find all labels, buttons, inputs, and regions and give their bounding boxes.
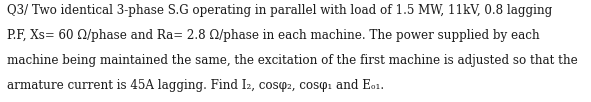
Text: P.F, Xs= 60 Ω/phase and Ra= 2.8 Ω/phase in each machine. The power supplied by e: P.F, Xs= 60 Ω/phase and Ra= 2.8 Ω/phase …: [7, 29, 540, 42]
Text: Q3/ Two identical 3-phase S.G operating in parallel with load of 1.5 MW, 11kV, 0: Q3/ Two identical 3-phase S.G operating …: [7, 4, 553, 17]
Text: armature current is 45A lagging. Find I₂, cosφ₂, cosφ₁ and Eₒ₁.: armature current is 45A lagging. Find I₂…: [7, 79, 384, 91]
Text: machine being maintained the same, the excitation of the first machine is adjust: machine being maintained the same, the e…: [7, 54, 578, 67]
